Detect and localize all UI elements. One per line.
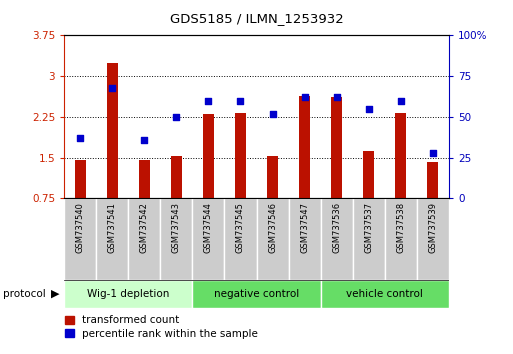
Text: GSM737545: GSM737545 [236, 202, 245, 253]
Text: GSM737544: GSM737544 [204, 202, 213, 253]
Bar [427, 162, 439, 198]
Text: GSM737543: GSM737543 [172, 202, 181, 253]
Text: Wig-1 depletion: Wig-1 depletion [87, 289, 169, 299]
Legend: transformed count, percentile rank within the sample: transformed count, percentile rank withi… [66, 315, 258, 339]
Bar [203, 114, 214, 198]
Point [365, 106, 373, 112]
Point [108, 85, 116, 90]
Bar [107, 63, 118, 198]
Bar [395, 113, 406, 198]
Point [204, 98, 212, 103]
Point [236, 98, 245, 103]
Bar [417, 198, 449, 280]
Bar [321, 280, 449, 308]
Text: GSM737537: GSM737537 [364, 202, 373, 253]
Text: protocol: protocol [3, 289, 45, 299]
Bar [385, 198, 417, 280]
Text: GSM737541: GSM737541 [108, 202, 117, 253]
Bar [288, 198, 321, 280]
Text: GSM737540: GSM737540 [75, 202, 85, 253]
Bar [74, 160, 86, 198]
Point [76, 135, 84, 141]
Point [332, 95, 341, 100]
Text: ▶: ▶ [51, 289, 60, 299]
Text: GSM737538: GSM737538 [396, 202, 405, 253]
Bar [139, 160, 150, 198]
Bar [171, 156, 182, 198]
Text: GDS5185 / ILMN_1253932: GDS5185 / ILMN_1253932 [170, 12, 343, 25]
Point [140, 137, 148, 142]
Bar [321, 198, 353, 280]
Point [397, 98, 405, 103]
Text: vehicle control: vehicle control [346, 289, 423, 299]
Bar [160, 198, 192, 280]
Text: negative control: negative control [214, 289, 299, 299]
Bar [299, 96, 310, 198]
Bar [267, 156, 278, 198]
Point [268, 111, 277, 116]
Text: GSM737547: GSM737547 [300, 202, 309, 253]
Point [301, 95, 309, 100]
Bar [225, 198, 256, 280]
Bar [363, 151, 374, 198]
Bar [64, 280, 192, 308]
Text: GSM737542: GSM737542 [140, 202, 149, 253]
Bar [96, 198, 128, 280]
Text: GSM737536: GSM737536 [332, 202, 341, 253]
Bar [235, 113, 246, 198]
Text: GSM737546: GSM737546 [268, 202, 277, 253]
Point [172, 114, 181, 120]
Text: GSM737539: GSM737539 [428, 202, 438, 253]
Point [429, 150, 437, 155]
Bar [64, 198, 96, 280]
Bar [192, 198, 225, 280]
Bar [256, 198, 288, 280]
Bar [353, 198, 385, 280]
Bar [192, 280, 321, 308]
Bar [331, 97, 342, 198]
Bar [128, 198, 160, 280]
